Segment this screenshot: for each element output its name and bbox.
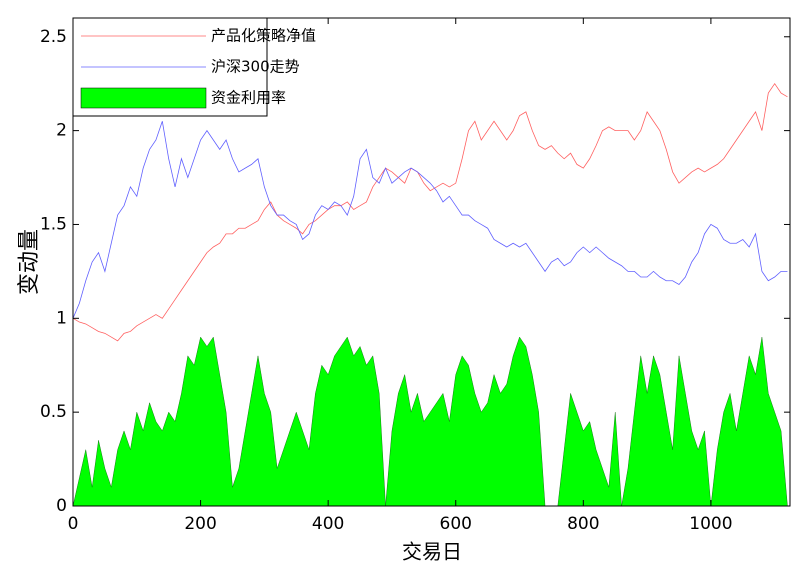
x-axis-label: 交易日 <box>402 540 462 564</box>
legend-swatch <box>80 87 207 109</box>
x-tick-label: 0 <box>68 514 79 534</box>
line <box>72 82 788 342</box>
y-tick-label: 0 <box>56 496 67 516</box>
y-tick-label: 2.5 <box>40 27 67 47</box>
x-tick-label: 400 <box>312 514 344 534</box>
y-tick-label: 1.5 <box>40 214 67 234</box>
legend-label: 资金利用率 <box>211 89 286 107</box>
x-tick-label: 600 <box>440 514 472 534</box>
x-tick-label: 200 <box>184 514 216 534</box>
x-tick-label: 1000 <box>689 514 732 534</box>
x-tick-label: 800 <box>567 514 599 534</box>
area <box>72 336 788 507</box>
line <box>72 121 788 319</box>
y-tick-label: 2 <box>56 121 67 141</box>
y-axis-label: 变动量 <box>17 229 42 295</box>
y-tick-label: 1 <box>56 308 67 328</box>
legend-label: 沪深300走势 <box>211 58 300 76</box>
legend-label: 产品化策略净值 <box>211 27 316 45</box>
plot-frame <box>72 17 791 507</box>
y-tick-label: 0.5 <box>40 402 67 422</box>
